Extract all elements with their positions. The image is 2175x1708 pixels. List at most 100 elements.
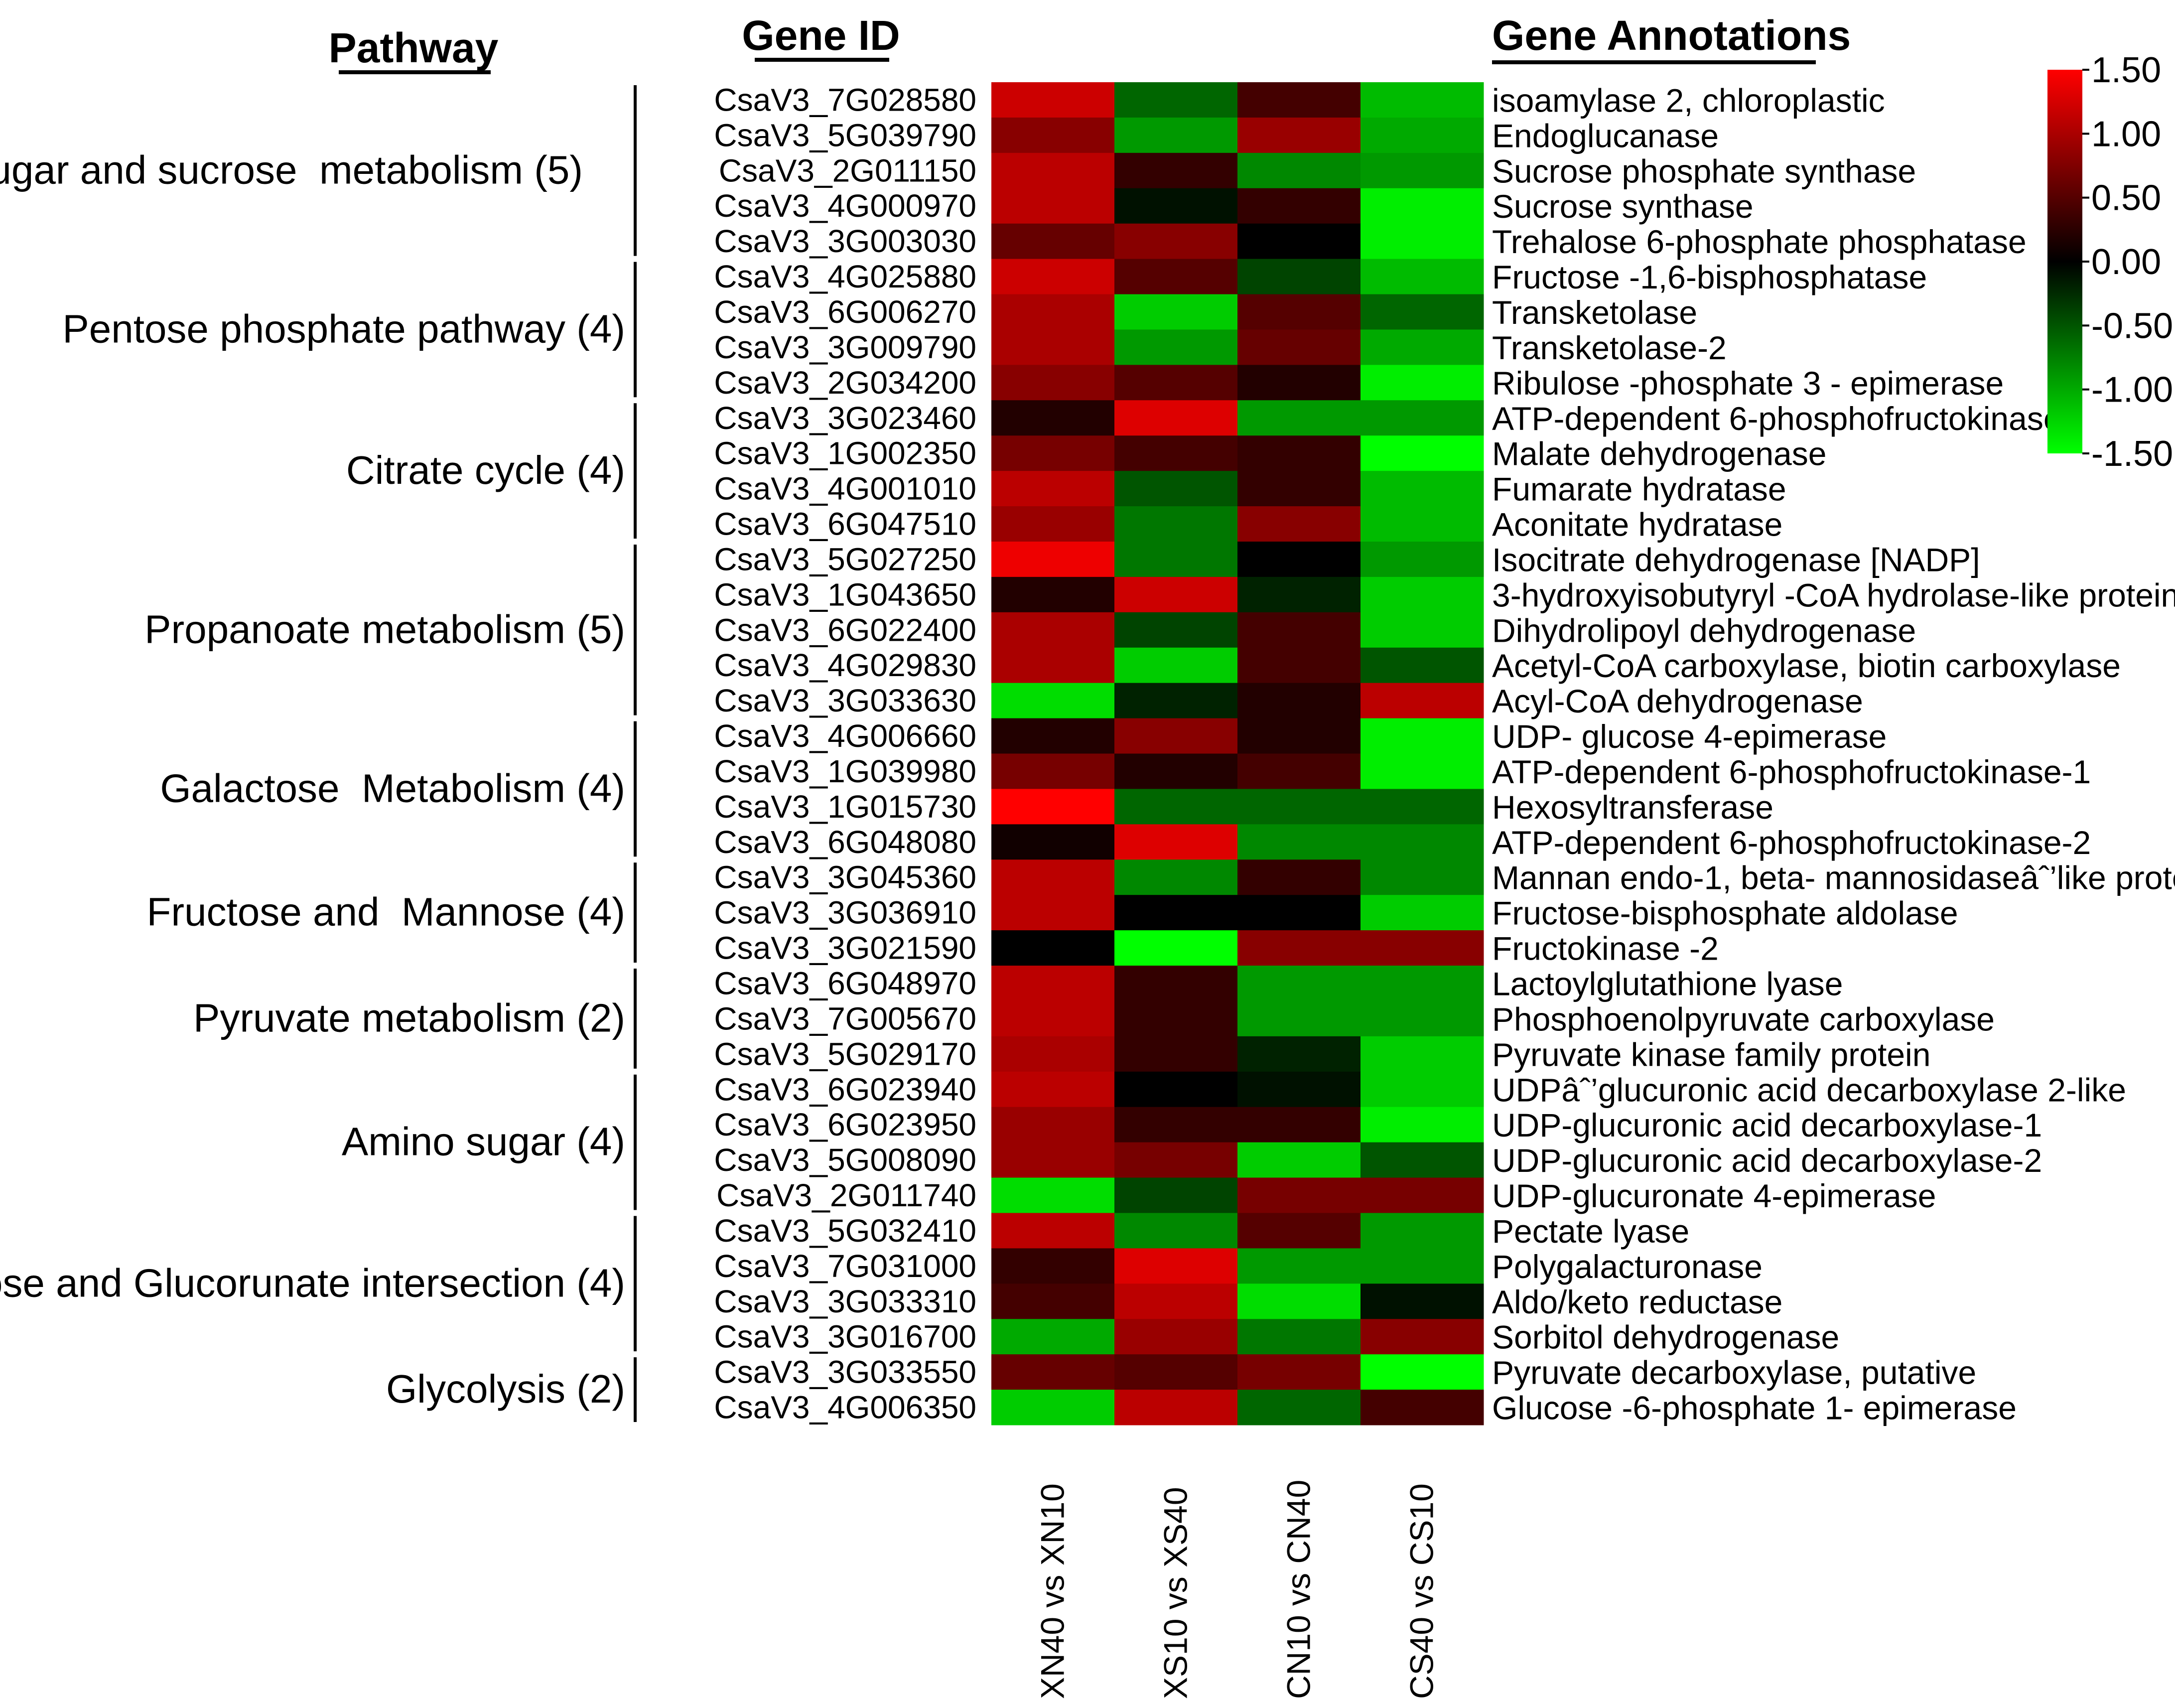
heatmap-cell bbox=[1114, 294, 1238, 330]
heatmap-cell bbox=[991, 541, 1115, 577]
gene-annotation-label: Sorbitol dehydrogenase bbox=[1492, 1319, 1839, 1356]
heatmap-cell bbox=[1114, 647, 1238, 684]
pathway-label: Pentose phosphate pathway (4) bbox=[62, 306, 625, 351]
column-label: CS40 vs CS10 bbox=[1403, 1483, 1440, 1699]
heatmap-cell bbox=[991, 117, 1115, 153]
heatmap-cell bbox=[1237, 1390, 1361, 1425]
pathway-label: Pentose and Glucorunate intersection (4) bbox=[0, 1261, 625, 1305]
heatmap-cell bbox=[991, 1142, 1115, 1178]
heatmap-cell bbox=[1360, 789, 1484, 825]
gene-id-label: CsaV3_6G047510 bbox=[714, 506, 976, 542]
gene-annotation-label: UDPâˆ’glucuronic acid decarboxylase 2-li… bbox=[1492, 1071, 2126, 1108]
heatmap-cell bbox=[1114, 1107, 1238, 1143]
heatmap-cell bbox=[1114, 223, 1238, 260]
heatmap-cell bbox=[1237, 1071, 1361, 1108]
gene-id-label: CsaV3_4G000970 bbox=[714, 188, 976, 224]
gene-annotation-label: isoamylase 2, chloroplastic bbox=[1492, 82, 1885, 119]
heatmap-cell bbox=[1237, 152, 1361, 189]
column-label: XN40 vs XN10 bbox=[1034, 1483, 1071, 1699]
gene-annotation-label: 3-hydroxyisobutyryl -CoA hydrolase-like … bbox=[1492, 576, 2175, 613]
heatmap-cell bbox=[1237, 789, 1361, 825]
heatmap-cell bbox=[1114, 895, 1238, 931]
gene-annotation-label: Fructose-bisphosphate aldolase bbox=[1492, 895, 1958, 932]
pathway-label: Propanoate metabolism (5) bbox=[144, 607, 625, 651]
gene-annotation-label: Pectate lyase bbox=[1492, 1213, 1689, 1250]
heatmap-cell bbox=[1360, 683, 1484, 719]
column-labels: XN40 vs XN10 XS10 vs XS40 CN10 vs CN40 CS40… bbox=[1034, 1480, 1440, 1699]
heatmap-cell bbox=[1114, 1071, 1238, 1108]
heatmap-cell bbox=[991, 966, 1115, 1001]
gene-id-label: CsaV3_7G028580 bbox=[714, 82, 976, 118]
heatmap-cell bbox=[1114, 152, 1238, 189]
heatmap-cell bbox=[991, 259, 1115, 295]
heatmap-cell bbox=[1237, 294, 1361, 330]
heatmap-cell bbox=[1237, 329, 1361, 365]
gene-annotation-label: Aldo/keto reductase bbox=[1492, 1283, 1782, 1320]
color-scale-tick-label: 0.00 bbox=[2091, 242, 2161, 282]
heatmap-cell bbox=[1237, 753, 1361, 789]
heatmap-cell bbox=[1360, 930, 1484, 966]
gene-id-label: CsaV3_4G025880 bbox=[714, 259, 976, 294]
heatmap-cell bbox=[991, 506, 1115, 542]
heatmap-cell bbox=[1114, 1000, 1238, 1037]
heatmap-cell bbox=[1114, 966, 1238, 1001]
pathway-header: Pathway bbox=[329, 24, 499, 71]
gene-id-label: CsaV3_3G023460 bbox=[714, 400, 976, 436]
gene-id-label: CsaV3_3G045360 bbox=[714, 859, 976, 895]
heatmap-cell bbox=[1360, 506, 1484, 542]
heatmap-cell bbox=[1360, 647, 1484, 684]
heatmap-cell bbox=[1360, 471, 1484, 507]
heatmap-cell bbox=[991, 471, 1115, 507]
gene-annotation-label: Hexosyltransferase bbox=[1492, 789, 1773, 826]
heatmap-cell bbox=[1237, 365, 1361, 401]
heatmap-cell bbox=[1360, 1142, 1484, 1178]
gene-annotation-label: ATP-dependent 6-phosphofructokinase-2 bbox=[1492, 824, 2091, 861]
heatmap-cell bbox=[1114, 1248, 1238, 1284]
heatmap-cell bbox=[991, 1354, 1115, 1390]
heatmap-cell bbox=[1237, 1000, 1361, 1037]
gene-id-label: CsaV3_5G032410 bbox=[714, 1213, 976, 1249]
heatmap-cell bbox=[991, 152, 1115, 189]
gene-id-label: CsaV3_3G033630 bbox=[714, 683, 976, 718]
heatmap-cell bbox=[1114, 1036, 1238, 1072]
heatmap-cell bbox=[1114, 188, 1238, 224]
gene-annotation-label: Pyruvate decarboxylase, putative bbox=[1492, 1354, 1976, 1391]
heatmap-cell bbox=[1237, 400, 1361, 436]
heatmap-cell bbox=[1237, 612, 1361, 648]
heatmap-cell bbox=[1114, 117, 1238, 153]
gene-annotation-label: ATP-dependent 6-phosphofructokinase-1 bbox=[1492, 753, 2091, 790]
heatmap-cell bbox=[991, 365, 1115, 401]
gene-annotation-label: Aconitate hydratase bbox=[1492, 506, 1782, 543]
gene-id-label: CsaV3_2G034200 bbox=[714, 365, 976, 401]
heatmap-cell bbox=[1237, 435, 1361, 471]
gene-id-label: CsaV3_7G005670 bbox=[714, 1000, 976, 1036]
heatmap-cell bbox=[991, 647, 1115, 684]
gene-annotation-label: Acetyl-CoA carboxylase, biotin carboxyla… bbox=[1492, 647, 2121, 684]
gene-id-label: CsaV3_6G022400 bbox=[714, 612, 976, 648]
pathway-label: Pyruvate metabolism (2) bbox=[193, 996, 625, 1040]
gene-annotations-header: Gene Annotations bbox=[1492, 12, 1851, 59]
pathway-groups: Sugar and sucrose metabolism (5) Pentose … bbox=[0, 85, 637, 1422]
heatmap-cell bbox=[991, 294, 1115, 330]
gene-id-label: CsaV3_5G008090 bbox=[714, 1142, 976, 1178]
heatmap-cell bbox=[991, 895, 1115, 931]
gene-annotation-labels: isoamylase 2, chloroplasticEndoglucanase… bbox=[1492, 82, 2175, 1426]
heatmap-cell bbox=[1114, 365, 1238, 401]
gene-annotation-label: Isocitrate dehydrogenase [NADP] bbox=[1492, 541, 1980, 578]
heatmap-cell bbox=[1114, 329, 1238, 365]
heatmap-cell bbox=[1237, 1248, 1361, 1284]
heatmap-cell bbox=[1360, 859, 1484, 895]
gene-id-label: CsaV3_5G039790 bbox=[714, 117, 976, 153]
heatmap-cell bbox=[1237, 966, 1361, 1001]
heatmap-cell bbox=[1237, 576, 1361, 613]
heatmap-cell bbox=[1237, 895, 1361, 931]
heatmap-cell bbox=[1360, 1354, 1484, 1390]
color-scale-tick-label: -1.50 bbox=[2091, 434, 2173, 474]
heatmap-cell bbox=[1237, 647, 1361, 684]
gene-id-label: CsaV3_6G023940 bbox=[714, 1071, 976, 1107]
heatmap-cell bbox=[1114, 1283, 1238, 1319]
heatmap-cell bbox=[1237, 718, 1361, 754]
heatmap-cell bbox=[1360, 435, 1484, 471]
heatmap-cell bbox=[1237, 1213, 1361, 1249]
heatmap-cell bbox=[1114, 859, 1238, 895]
